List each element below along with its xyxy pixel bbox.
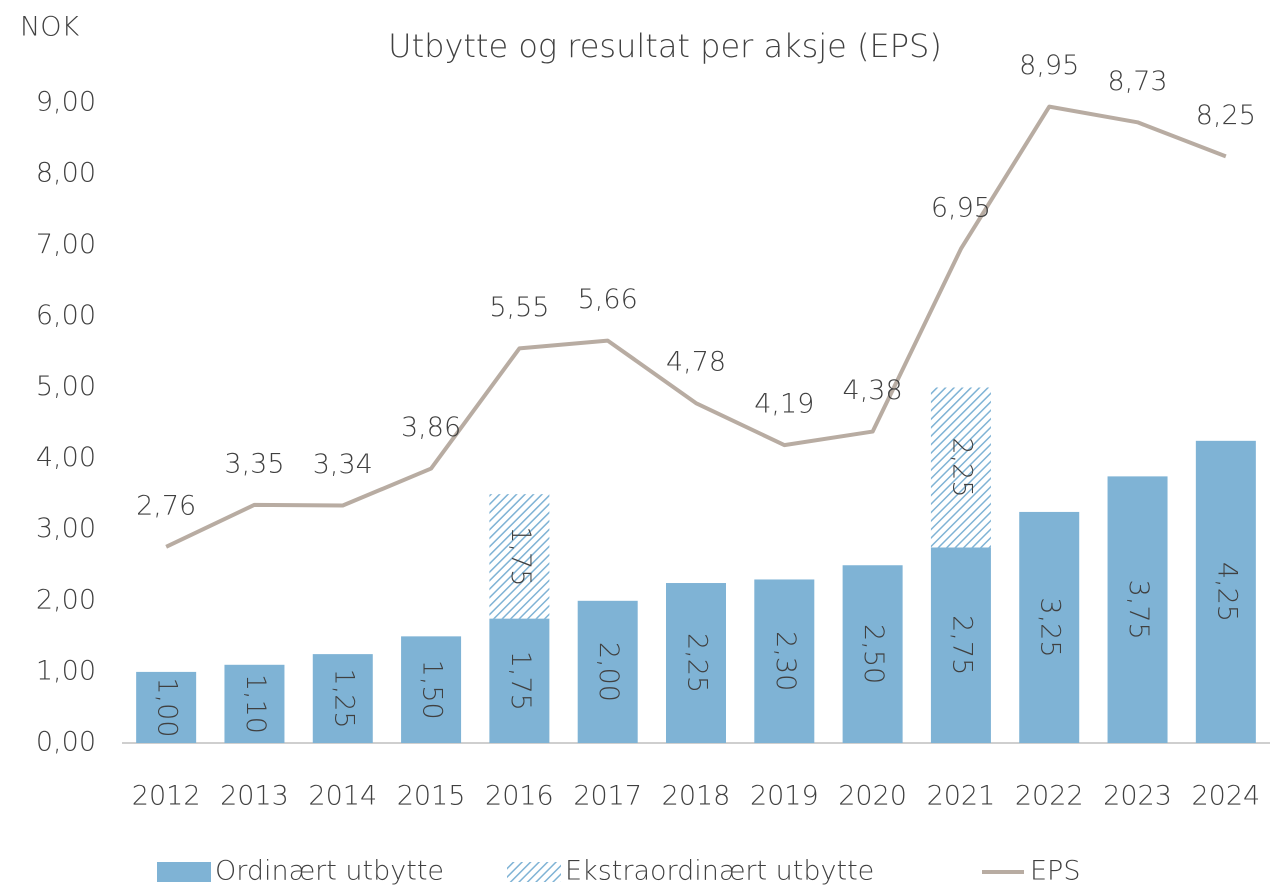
bar — [1019, 511, 1080, 743]
x-tick-label: 2024 — [1191, 781, 1260, 812]
bar-value-label: 2,00 — [593, 642, 624, 702]
line-value-label: 5,66 — [578, 284, 638, 315]
line-value-label: 4,38 — [843, 375, 903, 406]
y-tick-label: 3,00 — [36, 513, 96, 544]
line-value-label: 5,55 — [489, 292, 549, 323]
line-value-label: 4,19 — [754, 389, 814, 420]
bar — [842, 565, 903, 743]
y-tick-label: 9,00 — [36, 87, 96, 118]
line-value-label: 8,95 — [1019, 50, 1079, 81]
chart-title: Utbytte og resultat per aksje (EPS) — [388, 27, 942, 65]
x-tick-label: 2013 — [220, 781, 289, 812]
line-value-label: 8,25 — [1196, 100, 1256, 131]
line-value-label: 3,35 — [224, 448, 284, 479]
bar — [136, 671, 197, 743]
bar — [577, 600, 638, 743]
y-tick-label: 0,00 — [36, 727, 96, 758]
bar — [489, 618, 550, 743]
x-tick-label: 2021 — [927, 781, 996, 812]
y-tick-label: 2,00 — [36, 584, 96, 615]
line-value-label: 4,78 — [666, 347, 726, 378]
line-value-label: 3,86 — [401, 412, 461, 443]
line-value-label: 8,73 — [1107, 66, 1167, 97]
y-tick-label: 8,00 — [36, 158, 96, 189]
bar-value-label: 1,00 — [152, 677, 183, 737]
y-tick-label: 6,00 — [36, 300, 96, 331]
line-value-label: 6,95 — [931, 192, 991, 223]
bar-value-label: 2,25 — [682, 633, 713, 693]
x-tick-label: 2019 — [750, 781, 819, 812]
x-tick-label: 2020 — [838, 781, 907, 812]
x-tick-label: 2023 — [1103, 781, 1172, 812]
legend-label: Ekstraordinært utbytte — [565, 856, 874, 887]
legend-swatch — [507, 862, 561, 882]
bar — [401, 636, 462, 743]
y-tick-label: 5,00 — [36, 371, 96, 402]
legend-swatch — [157, 862, 211, 882]
bar-value-label: 2,75 — [946, 615, 977, 675]
bar — [754, 579, 815, 743]
bar-value-label: 1,10 — [240, 674, 271, 734]
x-tick-label: 2022 — [1015, 781, 1084, 812]
bar — [666, 583, 726, 743]
bar — [930, 547, 991, 743]
line — [165, 104, 1227, 549]
bar — [930, 387, 991, 548]
bar-value-label: 1,75 — [505, 526, 536, 586]
bar-value-label: 1,50 — [417, 660, 448, 720]
bar-value-label: 2,30 — [770, 631, 801, 691]
line-value-label: 3,34 — [313, 449, 373, 480]
bar-value-label: 1,75 — [505, 651, 536, 711]
legend-label: EPS — [1030, 856, 1080, 887]
x-tick-label: 2012 — [132, 781, 201, 812]
bar-value-label: 1,25 — [328, 669, 359, 729]
bar — [312, 654, 373, 743]
bar — [489, 494, 550, 619]
bar-value-label: 2,25 — [946, 437, 977, 497]
y-tick-label: 1,00 — [36, 655, 96, 686]
bar — [1107, 476, 1168, 743]
line-value-label: 2,76 — [136, 490, 196, 521]
y-tick-label: 4,00 — [36, 442, 96, 473]
bar-value-label: 3,75 — [1123, 580, 1154, 640]
y-tick-label: 7,00 — [36, 229, 96, 260]
bar — [224, 664, 285, 743]
bar-value-label: 4,25 — [1211, 562, 1242, 622]
x-tick-label: 2016 — [485, 781, 554, 812]
x-tick-label: 2014 — [308, 781, 377, 812]
legend-label: Ordinært utbytte — [215, 856, 444, 887]
bar-value-label: 3,25 — [1035, 597, 1066, 657]
x-tick-label: 2015 — [397, 781, 466, 812]
x-tick-label: 2018 — [662, 781, 731, 812]
y-axis-label: NOK — [20, 12, 79, 43]
bar — [1195, 440, 1256, 743]
x-tick-label: 2017 — [573, 781, 642, 812]
bar-value-label: 2,50 — [858, 624, 889, 684]
